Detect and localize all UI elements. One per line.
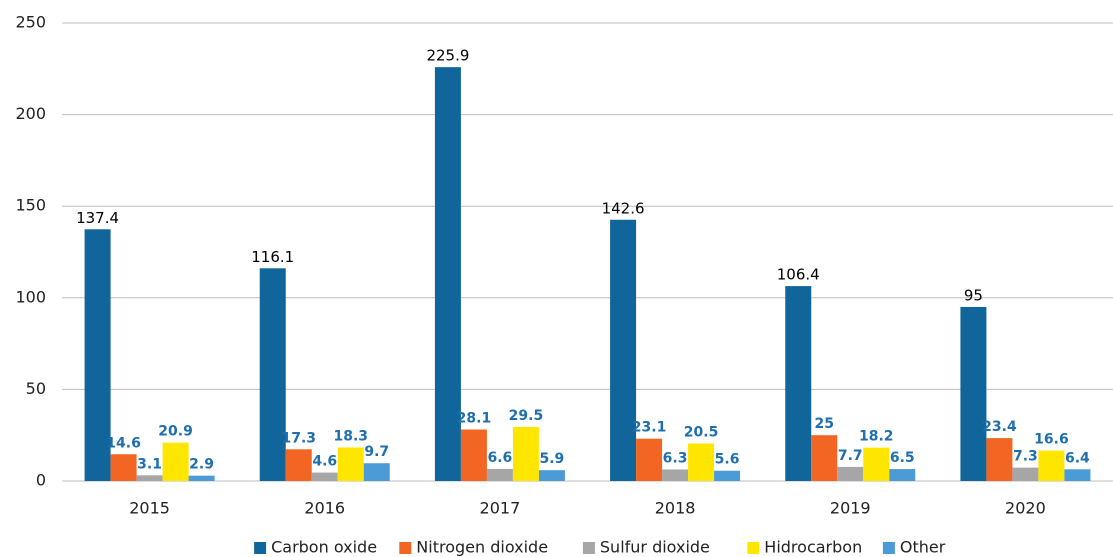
bar — [837, 466, 864, 481]
bar — [610, 219, 637, 481]
bar — [311, 472, 338, 481]
value-label: 137.4 — [76, 209, 119, 227]
value-label: 17.3 — [281, 430, 316, 446]
bar — [259, 268, 286, 481]
bar — [662, 469, 689, 481]
value-label: 3.1 — [137, 456, 162, 472]
bar — [785, 286, 812, 481]
value-label: 18.2 — [859, 429, 894, 445]
y-tick-label: 200 — [15, 104, 46, 123]
legend-swatch — [882, 542, 895, 554]
value-label: 2.9 — [189, 457, 214, 473]
bar — [1012, 467, 1039, 481]
bar — [162, 442, 189, 481]
value-label: 6.6 — [488, 450, 513, 466]
x-tick-label: 2018 — [655, 499, 696, 518]
legend-swatch — [254, 542, 267, 554]
bar — [84, 229, 111, 481]
legend-swatch — [399, 542, 412, 554]
bar — [986, 438, 1013, 481]
bar — [110, 454, 137, 481]
value-label: 6.3 — [663, 450, 688, 466]
bar — [460, 429, 487, 481]
value-label: 29.5 — [509, 408, 544, 424]
bar — [688, 443, 715, 481]
value-label: 106.4 — [777, 266, 820, 284]
x-tick-label: 2017 — [480, 499, 521, 518]
bar — [960, 306, 987, 481]
bar — [538, 470, 565, 481]
y-tick-label: 150 — [15, 196, 46, 215]
bar — [337, 447, 364, 481]
y-tick-label: 0 — [36, 471, 46, 490]
value-label: 18.3 — [333, 428, 368, 444]
legend-label: Sulfur dioxide — [600, 538, 710, 557]
bar — [1038, 450, 1065, 481]
bar — [889, 469, 916, 481]
bar — [136, 475, 163, 481]
bar — [486, 468, 513, 481]
x-tick-label: 2016 — [304, 499, 345, 518]
legend-swatch — [747, 542, 760, 554]
legend-label: Other — [900, 538, 946, 557]
value-label: 25 — [815, 416, 834, 432]
value-label: 23.4 — [982, 419, 1017, 435]
bar — [434, 67, 461, 482]
value-label: 14.6 — [106, 435, 141, 451]
value-label: 6.5 — [890, 450, 915, 466]
legend-swatch — [582, 542, 595, 554]
value-label: 7.3 — [1013, 449, 1038, 465]
value-label: 5.9 — [540, 451, 565, 467]
legend-label: Nitrogen dioxide — [416, 538, 548, 557]
value-label: 142.6 — [602, 199, 645, 217]
legend-label: Carbon oxide — [271, 538, 377, 557]
x-tick-label: 2015 — [129, 499, 170, 518]
value-label: 225.9 — [426, 47, 469, 65]
x-tick-label: 2019 — [830, 499, 871, 518]
x-tick-label: 2020 — [1005, 499, 1046, 518]
bar — [512, 426, 539, 481]
legend-label: Hidrocarbon — [764, 538, 862, 557]
value-label: 116.1 — [251, 248, 294, 266]
y-tick-label: 50 — [26, 379, 46, 398]
value-label: 9.7 — [364, 444, 389, 460]
value-label: 28.1 — [457, 411, 492, 427]
bar — [1064, 469, 1091, 481]
bar — [863, 447, 890, 481]
value-label: 5.6 — [715, 452, 740, 468]
value-label: 23.1 — [632, 420, 667, 436]
value-label: 6.4 — [1065, 450, 1090, 466]
bar — [636, 438, 663, 481]
value-label: 20.9 — [158, 424, 193, 440]
value-label: 4.6 — [312, 454, 337, 470]
bar — [188, 475, 215, 481]
value-label: 7.7 — [838, 448, 863, 464]
value-label: 16.6 — [1034, 432, 1069, 448]
bar — [285, 449, 312, 481]
bar — [714, 470, 741, 481]
y-tick-label: 250 — [15, 13, 46, 32]
bar — [363, 463, 390, 481]
y-tick-label: 100 — [15, 287, 46, 306]
value-label: 95 — [964, 286, 983, 304]
bar — [811, 435, 838, 481]
value-label: 20.5 — [684, 424, 719, 440]
